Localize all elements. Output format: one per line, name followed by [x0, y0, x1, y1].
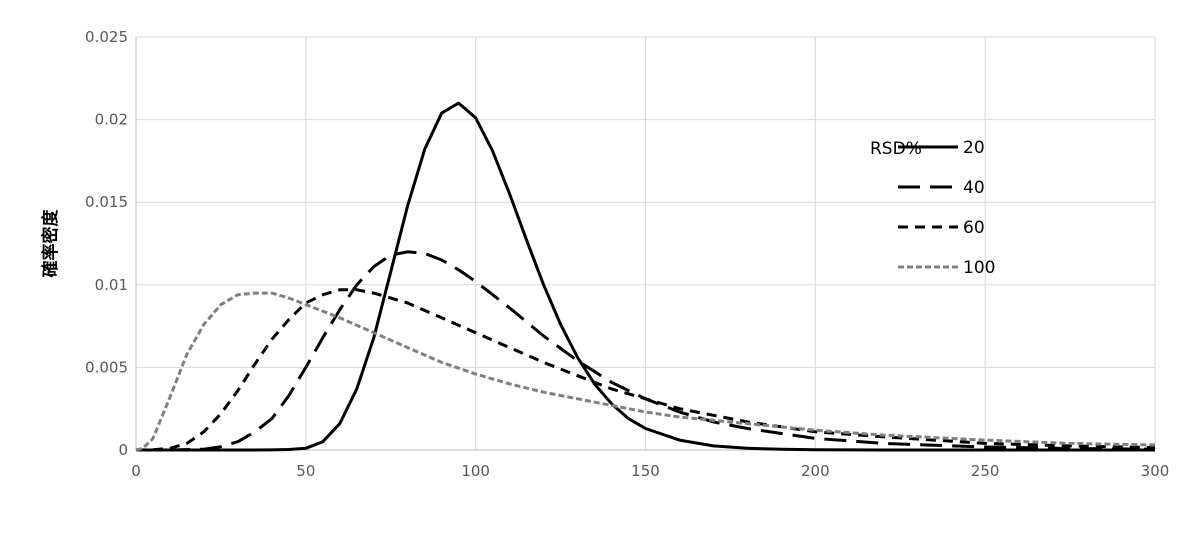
legend-title: RSD% — [870, 139, 922, 159]
series-line-100 — [135, 291, 1156, 452]
series-line-20 — [136, 101, 1155, 452]
y-axis-label: 確率密度 — [40, 209, 61, 278]
legend-items: 20 40 60 100 — [898, 138, 995, 278]
x-tick-label: 50 — [296, 462, 315, 480]
x-tick-label: 150 — [631, 462, 660, 480]
series-layer — [135, 101, 1156, 452]
series-line-60 — [135, 288, 1156, 452]
series-line-40 — [136, 250, 1156, 452]
x-tick-label: 0 — [131, 462, 141, 480]
y-tick-label: 0.02 — [95, 111, 128, 129]
legend-label-40: 40 — [963, 178, 985, 198]
x-tick-label: 250 — [971, 462, 1000, 480]
legend-label-100: 100 — [963, 258, 995, 278]
tick-layer: 0 50 100 150 200 250 300 0 0.005 0.01 0.015 0.02 0.0… — [85, 28, 1169, 480]
legend-label-20: 20 — [963, 138, 985, 158]
y-tick-label: 0.005 — [85, 358, 128, 376]
grid-layer — [136, 36, 1156, 450]
legend-label-60: 60 — [963, 218, 985, 238]
legend: RSD% 20 40 60 100 — [870, 138, 995, 278]
y-tick-label: 0.025 — [85, 28, 128, 46]
x-tick-label: 100 — [461, 462, 490, 480]
x-tick-label: 300 — [1141, 462, 1170, 480]
y-tick-label: 0.01 — [95, 276, 128, 294]
y-tick-label: 0 — [118, 441, 128, 459]
y-tick-label: 0.015 — [85, 193, 128, 211]
x-tick-label: 200 — [801, 462, 830, 480]
